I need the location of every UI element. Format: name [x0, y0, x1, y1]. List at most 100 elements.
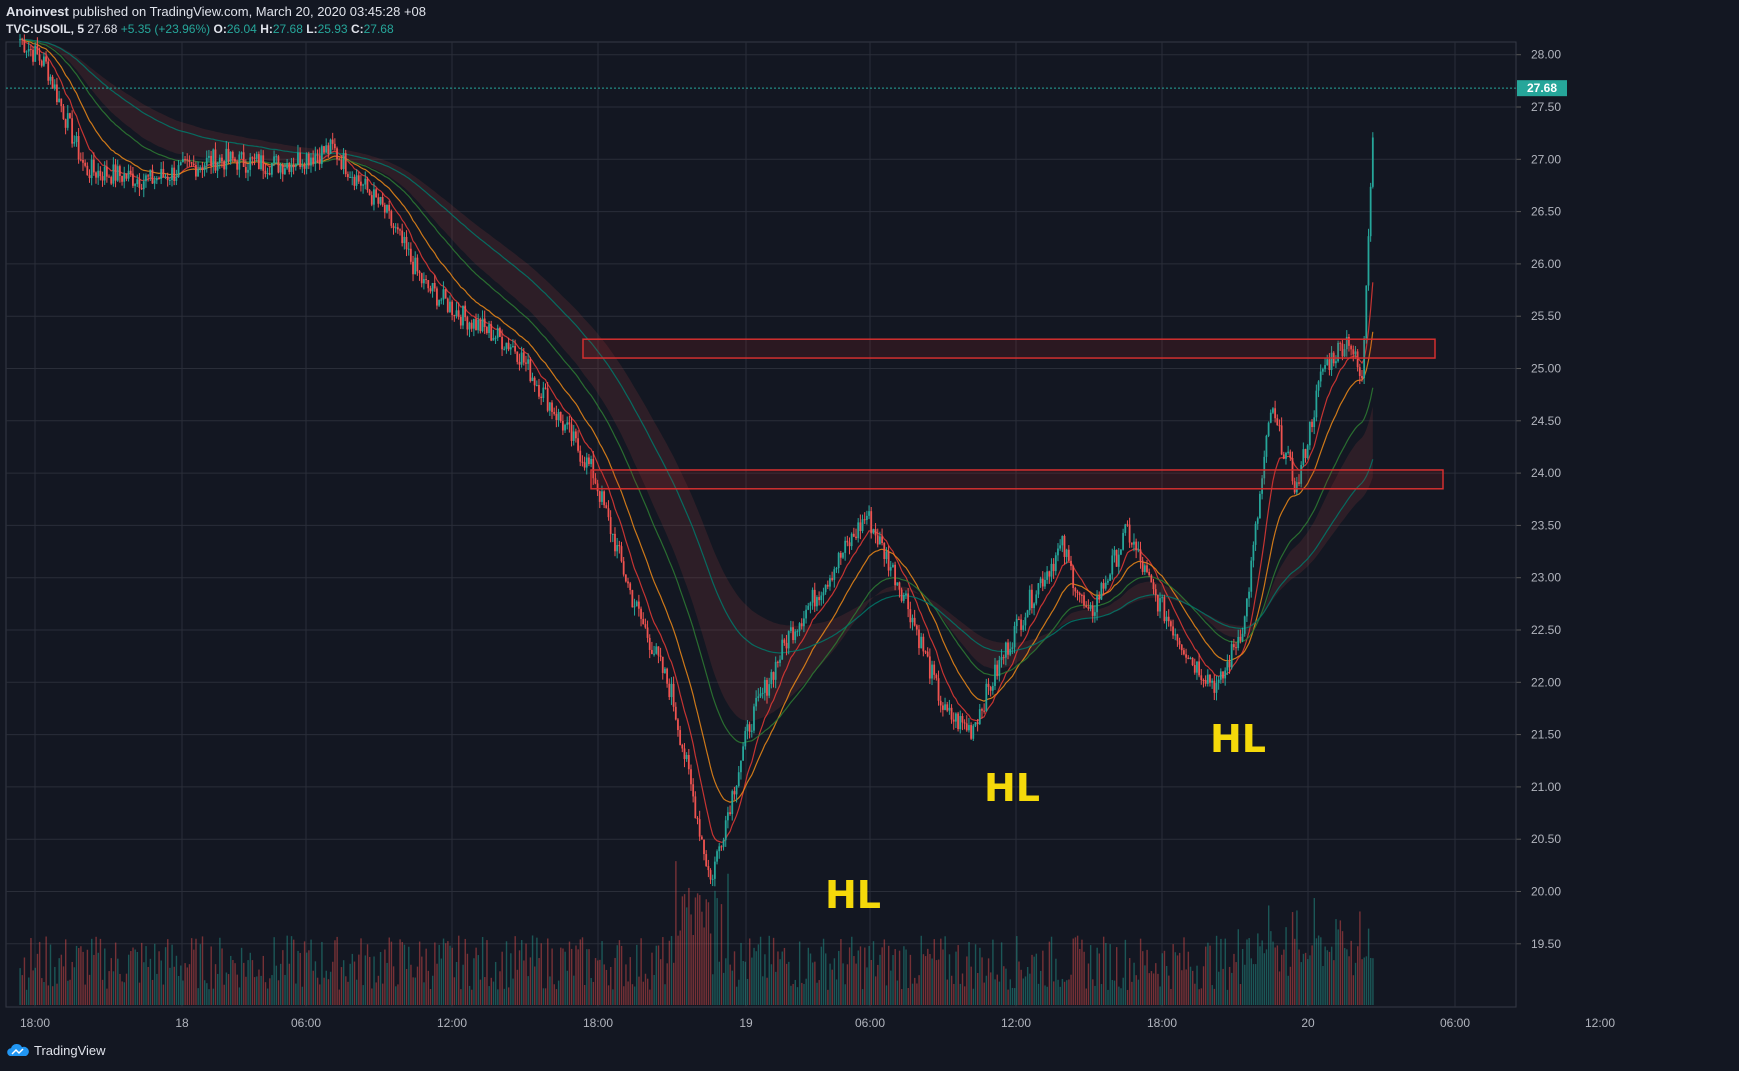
volume-bar [679, 930, 681, 1005]
volume-bar [460, 989, 462, 1005]
x-tick-label: 18 [175, 1016, 189, 1030]
volume-bar [1231, 972, 1233, 1005]
volume-bar [184, 963, 186, 1005]
candle-body [1204, 680, 1207, 684]
volume-bar [49, 944, 52, 1005]
volume-bar [1035, 953, 1038, 1005]
candle-body [108, 176, 110, 178]
candle-body [959, 716, 962, 730]
y-tick-label: 21.00 [1531, 780, 1561, 794]
volume-bar [781, 951, 783, 1005]
volume-bar [351, 953, 354, 1005]
support-resistance-zone[interactable] [590, 469, 1444, 490]
candle-body [299, 152, 302, 168]
volume-bar [807, 947, 810, 1005]
candle-body [340, 159, 343, 170]
author-name[interactable]: Anoinvest [6, 4, 69, 19]
volume-bar [473, 958, 475, 1005]
candle-body [703, 839, 705, 855]
volume-bar [1007, 989, 1009, 1005]
candle-body [779, 659, 781, 663]
volume-bar [1218, 971, 1220, 1005]
volume-bar [1172, 944, 1174, 1005]
plot-frame [5, 41, 1517, 1008]
candle-body [1015, 618, 1018, 627]
candle-body [889, 567, 892, 571]
candle-body [357, 175, 360, 182]
volume-bar [690, 914, 692, 1005]
candle-body [323, 146, 325, 153]
volume-bar [909, 954, 912, 1005]
candle-body [633, 606, 636, 608]
volume-bar [651, 952, 653, 1005]
volume-bar [1346, 949, 1348, 1005]
candle-body [225, 148, 228, 170]
volume-bar [256, 976, 258, 1005]
candle-body [40, 60, 43, 66]
candle-body [97, 170, 100, 178]
candle-body [136, 179, 139, 185]
candle-body [184, 158, 186, 160]
y-tick-label: 27.00 [1531, 152, 1561, 166]
candle-body [1213, 680, 1216, 693]
volume-bar [766, 977, 768, 1005]
x-tick-label: 12:00 [437, 1016, 467, 1030]
tradingview-footer[interactable]: TradingView [6, 1043, 106, 1058]
candle-body [173, 167, 176, 182]
volume-bar [1031, 954, 1033, 1005]
volume-bar [1083, 951, 1085, 1005]
candle-body [1078, 593, 1081, 596]
candle-body [807, 605, 810, 610]
candle-body [318, 155, 321, 165]
candle-body [62, 106, 65, 120]
volume-bar [1024, 976, 1027, 1005]
volume-bar [264, 982, 267, 1005]
volume-bar [1142, 951, 1144, 1005]
candle-body [1198, 661, 1201, 676]
candle-body [47, 61, 50, 81]
volume-bar [822, 938, 825, 1005]
volume-bar [1278, 971, 1281, 1005]
volume-bar [735, 986, 738, 1005]
volume-bar [91, 938, 93, 1005]
candle-body [555, 413, 558, 420]
volume-bar [1085, 988, 1087, 1005]
candle-body [1130, 542, 1133, 545]
candle-body [264, 170, 267, 174]
candle-body [431, 282, 434, 292]
candle-body [1254, 523, 1257, 545]
volume-bar [707, 902, 710, 1005]
volume-bar [338, 989, 341, 1005]
volume-bar [208, 989, 210, 1005]
candle-body [1256, 518, 1259, 524]
candle-body [944, 704, 946, 710]
volume-bar [692, 935, 694, 1005]
candle-body [846, 540, 849, 543]
candle-body [948, 707, 951, 711]
volume-bar [21, 975, 23, 1005]
candle-body [531, 377, 534, 382]
support-resistance-zone[interactable] [582, 338, 1436, 359]
volume-bar [827, 989, 829, 1005]
symbol-label[interactable]: TVC:USOIL, 5 [6, 22, 85, 36]
candle-body [462, 305, 464, 326]
volume-bar [127, 954, 130, 1005]
candle-body [134, 184, 136, 186]
volume-bar [225, 972, 228, 1005]
volume-bar [579, 939, 582, 1005]
volume-bar [62, 966, 65, 1005]
candle-body [21, 39, 24, 41]
volume-bar [683, 894, 686, 1005]
candle-body [588, 457, 590, 465]
volume-bar [894, 949, 896, 1005]
volume-bar [1330, 946, 1333, 1005]
volume-bar [458, 935, 460, 1005]
candle-body [1293, 481, 1296, 493]
volume-bar [990, 972, 992, 1005]
volume-bar [594, 958, 597, 1005]
volume-bar [151, 979, 154, 1005]
volume-bar [1289, 966, 1292, 1005]
volume-bar [360, 938, 362, 1005]
candle-body [994, 664, 996, 686]
